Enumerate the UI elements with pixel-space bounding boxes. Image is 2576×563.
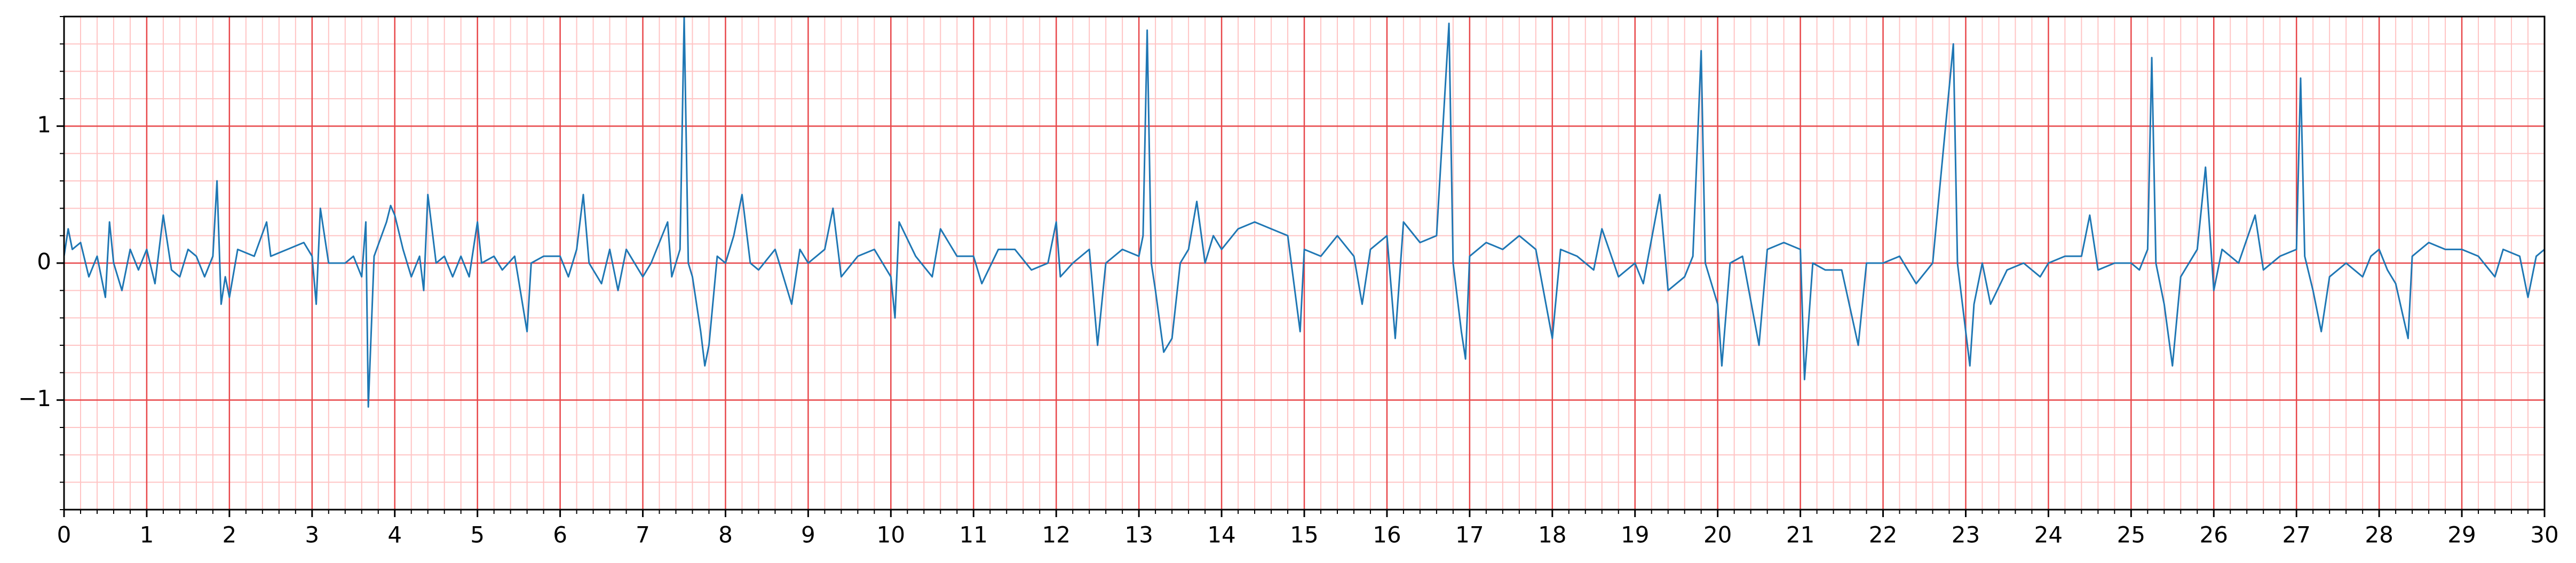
x-tick-label: 26 (2200, 522, 2228, 548)
x-tick-label: 18 (1538, 522, 1566, 548)
axes-frame (63, 15, 2546, 511)
x-tick-label: 6 (553, 522, 567, 548)
x-tick-label: 7 (636, 522, 650, 548)
x-tick-label: 11 (960, 522, 988, 548)
x-tick-label: 15 (1290, 522, 1318, 548)
x-tick-label: 2 (222, 522, 236, 548)
y-tick-label: −1 (18, 385, 51, 411)
x-tick-label: 8 (718, 522, 733, 548)
x-tick-label: 27 (2282, 522, 2310, 548)
x-tick-label: 5 (470, 522, 485, 548)
x-tick-label: 10 (877, 522, 905, 548)
x-tick-label: 29 (2447, 522, 2476, 548)
x-tick-label: 19 (1621, 522, 1649, 548)
x-tick-label: 24 (2034, 522, 2063, 548)
signal-line (63, 15, 2545, 408)
y-tick-label: 1 (37, 112, 51, 138)
x-tick-label: 12 (1042, 522, 1070, 548)
plot-area (63, 15, 2545, 408)
x-tick-label: 3 (305, 522, 319, 548)
x-tick-label: 16 (1373, 522, 1401, 548)
x-tick-label: 22 (1869, 522, 1897, 548)
axes: 0 1 2 3 4 5 6 7 8 9 10 11 12 13 14 15 16 17 18 19 20 21 22 23 24… (18, 15, 2559, 548)
x-tick-label: 25 (2117, 522, 2145, 548)
x-tick-label: 13 (1124, 522, 1153, 548)
x-tick-label: 20 (1703, 522, 1732, 548)
x-tick-label: 23 (1952, 522, 1980, 548)
x-tick-label: 4 (387, 522, 402, 548)
x-tick-label: 14 (1207, 522, 1235, 548)
x-tick-label: 21 (1786, 522, 1814, 548)
x-tick-label: 28 (2365, 522, 2393, 548)
x-tick-label: 30 (2530, 522, 2558, 548)
x-tick-label: 0 (57, 522, 72, 548)
x-tick-label: 9 (801, 522, 815, 548)
y-tick-label: 0 (37, 249, 51, 275)
x-tick-label: 17 (1455, 522, 1484, 548)
grid (63, 16, 2546, 510)
x-tick-label: 1 (140, 522, 154, 548)
